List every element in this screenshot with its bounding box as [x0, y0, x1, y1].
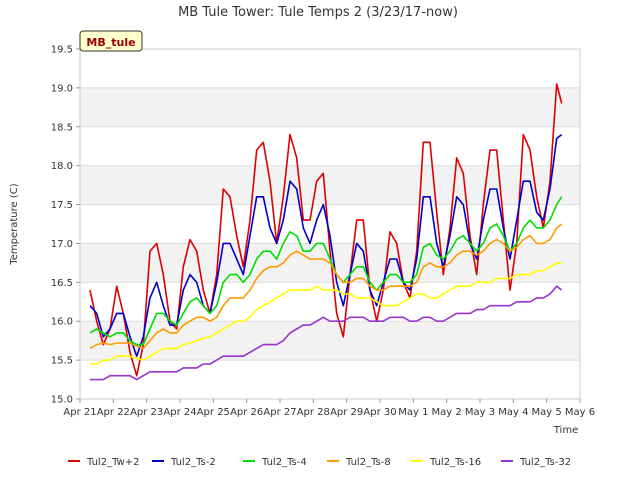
y-tick-label: 16.5: [51, 278, 73, 289]
y-tick-label: 19.5: [51, 45, 73, 56]
y-tick-label: 17.5: [51, 200, 73, 211]
x-tick-label: Apr 25: [197, 407, 230, 418]
y-axis: 15.0 15.5 16.0 16.5 17.0 17.5 18.0 18.5 19.0 19.5: [51, 45, 80, 406]
x-axis: Apr 21 Apr 22 Apr 23 Apr 24 Apr 25 Apr 26 Apr …: [63, 399, 595, 418]
x-tick-label: Apr 23: [130, 407, 163, 418]
x-tick-label: May 1: [398, 407, 428, 418]
y-tick-label: 15.0: [51, 395, 73, 406]
plot-band: [80, 165, 580, 205]
station-badge-label: MB_tule: [86, 36, 135, 49]
x-tick-label: Apr 29: [330, 407, 363, 418]
x-tick-label: May 5: [532, 407, 562, 418]
y-tick-label: 15.5: [51, 356, 73, 367]
legend-label: Tul2_Ts-32: [519, 457, 571, 468]
legend-label: Tul2_Tw+2: [86, 457, 139, 468]
x-tick-label: Apr 24: [163, 407, 196, 418]
y-tick-label: 17.0: [51, 239, 73, 250]
plot-band: [80, 87, 580, 127]
x-tick-label: Apr 30: [363, 407, 396, 418]
y-tick-label: 19.0: [51, 83, 73, 94]
series-line-tul2-ts-8: [89, 223, 563, 350]
series-line-tul2-ts-4: [89, 196, 563, 346]
station-badge-box: [79, 30, 143, 52]
x-tick-label: Apr 27: [263, 407, 296, 418]
series-line-tul2-ts-16: [90, 262, 562, 365]
legend-label: Tul2_Ts-8: [345, 457, 391, 468]
y-tick-label: 18.0: [51, 161, 73, 172]
x-tick-label: Apr 22: [97, 407, 130, 418]
x-axis-label: Time: [553, 425, 578, 436]
plot-frame: [79, 48, 581, 400]
x-tick-label: May 3: [465, 407, 495, 418]
x-tick-label: Apr 26: [230, 407, 263, 418]
x-tick-label: May 4: [498, 407, 528, 418]
legend-label: Tul2_Ts-16: [429, 457, 481, 468]
legend-label: Tul2_Ts-2: [170, 457, 216, 468]
x-tick-label: May 6: [565, 407, 595, 418]
series-line-tul2-ts-2: [89, 133, 563, 358]
plot-band: [80, 321, 580, 361]
y-tick-label: 16.0: [51, 317, 73, 328]
y-tick-label: 18.5: [51, 122, 73, 133]
chart-title: MB Tule Tower: Tule Temps 2 (3/23/17-now…: [178, 5, 458, 20]
station-badge: MB_tule: [79, 30, 143, 52]
series-line-tul2-tw-2: [89, 83, 563, 377]
legend: Tul2_Tw+2 Tul2_Ts-2 Tul2_Ts-4 Tul2_Ts-8 Tul2…: [68, 457, 571, 468]
legend-label: Tul2_Ts-4: [261, 457, 307, 468]
x-tick-label: Apr 28: [297, 407, 330, 418]
y-axis-label: Temperature (C): [9, 183, 20, 265]
series-lines: [89, 83, 563, 381]
x-tick-label: Apr 21: [63, 407, 96, 418]
series-line-tul2-ts-32: [90, 285, 563, 381]
x-tick-label: May 2: [432, 407, 462, 418]
